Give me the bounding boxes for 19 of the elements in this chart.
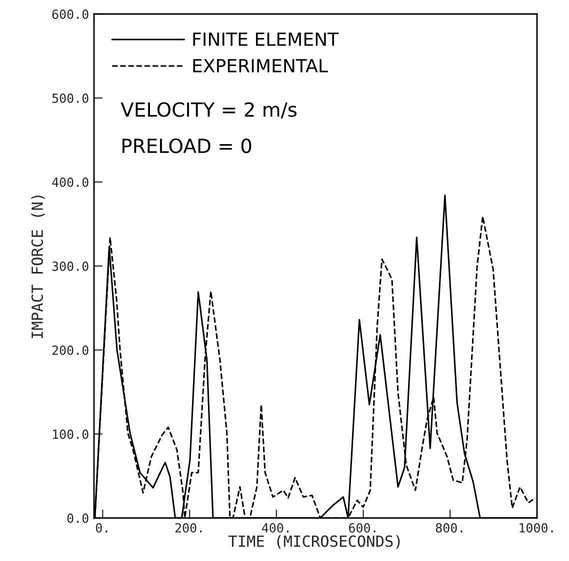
annotation: PRELOAD = 0 bbox=[122, 138, 252, 154]
y-tick-label: 100.0 bbox=[53, 430, 88, 439]
y-axis-title: IMPACT FORCE (N) bbox=[31, 196, 45, 338]
y-tick-label: 600.0 bbox=[52, 10, 88, 19]
y-tick-label: 300.0 bbox=[52, 262, 88, 271]
y-tick-label: 0.0 bbox=[67, 514, 88, 523]
x-tick-label: 800. bbox=[436, 523, 462, 533]
y-tick-label: 400.0 bbox=[52, 178, 88, 187]
x-axis-title: TIME (MICROSECONDS) bbox=[228, 535, 400, 549]
x-tick-label: 0. bbox=[96, 523, 108, 533]
x-tick-label: 1000. bbox=[520, 523, 553, 533]
y-tick-label: 500.0 bbox=[52, 94, 88, 103]
x-tick-label: 400. bbox=[262, 523, 288, 533]
annotation: VELOCITY = 2 m/s bbox=[120, 102, 297, 118]
y-tick-label: 200.0 bbox=[52, 346, 88, 355]
legend-label: EXPERIMENTAL bbox=[193, 59, 328, 72]
legend-label: FINITE ELEMENT bbox=[193, 32, 339, 46]
x-tick-label: 200. bbox=[175, 523, 202, 533]
x-tick-label: 600. bbox=[349, 523, 376, 533]
